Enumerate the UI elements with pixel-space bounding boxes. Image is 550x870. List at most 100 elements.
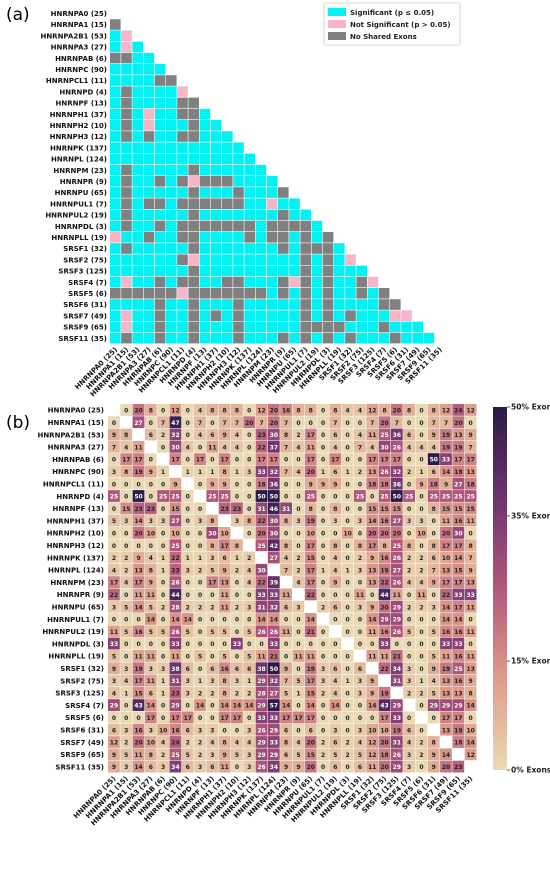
- b-cell: [218, 674, 231, 687]
- b-cell-label: 23: [454, 764, 462, 771]
- b-cell: [304, 502, 317, 515]
- b-cell-label: 0: [370, 592, 374, 599]
- b-cell-label: 2: [198, 740, 202, 747]
- a-cell: [110, 288, 121, 299]
- a-cell: [166, 254, 177, 265]
- b-cell: [452, 588, 465, 601]
- b-cell-label: 0: [198, 481, 202, 488]
- b-cell: [255, 686, 268, 699]
- b-cell-label: 2: [161, 752, 165, 759]
- b-cell-label: 20: [393, 530, 401, 537]
- b-cell-label: 5: [124, 752, 128, 759]
- b-cell: [317, 428, 329, 441]
- b-cell-label: 0: [333, 715, 337, 722]
- a-cell: [110, 321, 121, 333]
- b-cell: [415, 637, 428, 650]
- b-cell: [440, 674, 452, 687]
- b-cell-label: 3: [247, 727, 251, 734]
- b-cell-label: 0: [358, 629, 362, 636]
- b-cell-label: 32: [270, 604, 278, 611]
- a-cell: [177, 310, 188, 321]
- b-cell: [464, 625, 477, 638]
- b-cell-label: 0: [161, 580, 165, 587]
- b-cell: [267, 600, 280, 613]
- b-cell-label: 0: [346, 653, 350, 660]
- b-cell-label: 15: [393, 506, 401, 513]
- b-cell-label: 0: [346, 457, 350, 464]
- panel-a-significance-heatmap: HNRNPA0 (25)HNRNPA1 (15)HNRNPA2B1 (53)HN…: [40, 10, 443, 398]
- b-cell-label: 6: [149, 690, 153, 697]
- b-cell-label: 26: [393, 580, 401, 587]
- b-cell: [317, 711, 329, 724]
- b-cell: [255, 637, 268, 650]
- b-cell: [144, 686, 157, 699]
- b-cell-label: 3: [358, 567, 362, 574]
- a-cell: [166, 299, 177, 310]
- b-cell-label: 11: [380, 653, 388, 660]
- b-cell: [206, 428, 219, 441]
- b-cell: [390, 723, 403, 736]
- b-cell-label: 29: [454, 703, 462, 710]
- b-cell-label: 0: [223, 617, 227, 624]
- a-cell: [210, 164, 222, 176]
- a-cell: [356, 265, 367, 277]
- b-cell-label: 0: [432, 715, 436, 722]
- a-cell: [311, 299, 323, 310]
- b-cell-label: 24: [171, 740, 179, 747]
- a-cell: [266, 209, 278, 221]
- b-cell: [255, 539, 268, 552]
- b-cell: [354, 662, 366, 675]
- a-cell: [210, 321, 222, 333]
- a-cell: [199, 209, 211, 221]
- b-cell: [132, 563, 145, 576]
- a-cell: [222, 321, 233, 333]
- b-cell-label: 22: [380, 666, 388, 673]
- panel-b-colorbar: 50% Exons35% Exons15% Exons0% Exons: [493, 403, 550, 775]
- b-cell: [354, 625, 366, 638]
- b-cell: [317, 650, 329, 662]
- b-cell: [280, 600, 292, 613]
- a-cell: [222, 198, 233, 209]
- a-cell: [244, 176, 255, 187]
- b-cell: [329, 723, 342, 736]
- b-cell: [341, 674, 354, 687]
- b-cell: [132, 539, 145, 552]
- b-cell: [427, 711, 440, 724]
- b-cell-label: 0: [198, 715, 202, 722]
- b-cell: [366, 674, 379, 687]
- b-cell: [329, 662, 342, 675]
- a-cell: [266, 332, 278, 344]
- b-cell: [415, 686, 428, 699]
- b-cell: [243, 637, 256, 650]
- b-cell-label: 3: [124, 666, 128, 673]
- b-cell-label: 0: [210, 703, 214, 710]
- b-cell: [144, 539, 157, 552]
- b-cell-label: 9: [419, 481, 423, 488]
- b-cell-label: 26: [393, 555, 401, 562]
- b-cell: [120, 588, 133, 601]
- a-cell: [345, 254, 356, 265]
- b-cell: [403, 514, 415, 527]
- a-cell: [110, 52, 121, 64]
- a-cell: [166, 86, 177, 97]
- b-cell: [132, 527, 145, 539]
- b-cell: [206, 662, 219, 675]
- b-cell-label: 14: [147, 703, 155, 710]
- colorbar-tick-label: 50% Exons: [511, 403, 550, 412]
- b-cell: [280, 674, 292, 687]
- a-cell: [233, 276, 244, 288]
- b-cell: [194, 650, 206, 662]
- b-cell-label: 0: [333, 617, 337, 624]
- b-cell-label: 0: [370, 715, 374, 722]
- b-cell: [378, 539, 391, 552]
- b-cell-label: 19: [393, 727, 401, 734]
- b-cell-label: 43: [380, 703, 388, 710]
- b-cell: [354, 404, 366, 416]
- b-cell-label: 2: [407, 469, 411, 476]
- b-cell: [157, 563, 169, 576]
- a-cell: [210, 142, 222, 153]
- b-cell-label: 1: [161, 690, 165, 697]
- b-cell: [390, 613, 403, 625]
- b-cell-label: 32: [171, 432, 179, 439]
- b-cell: [415, 699, 428, 711]
